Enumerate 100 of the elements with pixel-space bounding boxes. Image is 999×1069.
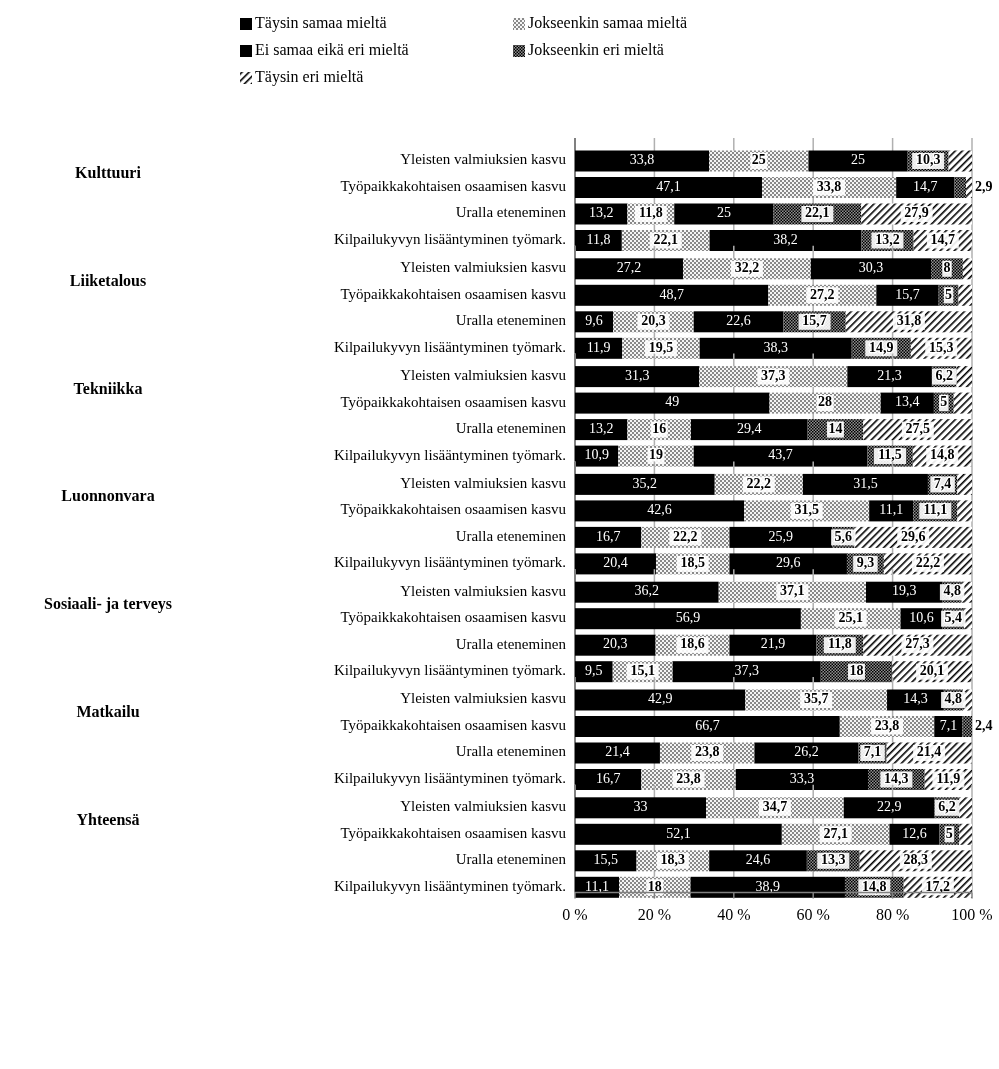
data-label: 16,7 <box>595 770 621 786</box>
data-label: 37,3 <box>734 662 759 678</box>
data-label: 35,7 <box>803 691 829 707</box>
data-label: 27,2 <box>616 260 642 276</box>
data-label: 22,2 <box>915 555 941 571</box>
data-label: 27,5 <box>905 420 931 436</box>
y-axis-title: Matkailu <box>76 702 140 720</box>
data-label: 20,3 <box>641 313 666 329</box>
data-label: 23,8 <box>694 744 720 760</box>
data-label: 18 <box>849 662 864 678</box>
data-label: 21,4 <box>605 744 630 760</box>
data-label: 4,8 <box>944 691 963 707</box>
y-tick-label: Yleisten valmiuksien kasvu <box>400 474 567 491</box>
data-label: 16 <box>652 420 667 436</box>
data-label: 18,5 <box>680 555 705 571</box>
y-axis-title: Liiketalous <box>69 271 147 289</box>
data-label: 13,2 <box>875 231 900 247</box>
x-tick-label: 60 % <box>796 905 830 923</box>
legend-label: Jokseenkin samaa mieltä <box>528 13 688 31</box>
y-tick-label: Uralla eteneminen <box>455 743 567 760</box>
data-label: 22,2 <box>746 475 772 491</box>
data-label: 15,7 <box>895 286 920 302</box>
data-label: 15,7 <box>802 313 827 329</box>
data-label: 9,3 <box>856 555 875 571</box>
data-label: 7,1 <box>939 717 958 733</box>
data-label: 15,1 <box>630 662 655 678</box>
y-tick-label: Työpaikkakohtaisen osaamisen kasvu <box>340 285 567 302</box>
data-label: 27,9 <box>904 205 929 221</box>
y-axis-title: Kulttuuri <box>75 163 142 181</box>
data-label: 14 <box>828 420 843 436</box>
data-label: 11,9 <box>936 770 961 786</box>
data-label: 2,4 <box>975 717 993 733</box>
data-label: 27,3 <box>905 636 930 652</box>
data-label: 21,3 <box>877 367 902 383</box>
data-label: 18,3 <box>660 852 686 868</box>
data-label: 14,3 <box>903 691 928 707</box>
data-label: 25 <box>851 152 866 168</box>
x-tick-label: 20 % <box>637 905 672 923</box>
data-label: 9,6 <box>585 313 603 329</box>
data-label: 13,2 <box>588 420 614 436</box>
data-label: 34,7 <box>762 799 788 815</box>
data-label: 31,5 <box>794 502 819 518</box>
data-label: 31,3 <box>624 367 650 383</box>
y-axis-title: Sosiaali- ja terveys <box>44 595 172 614</box>
data-label: 38,2 <box>773 231 798 247</box>
data-label: 14,9 <box>869 339 894 355</box>
data-label: 33,8 <box>629 152 655 168</box>
data-label: 37,3 <box>761 367 786 383</box>
y-tick-label: Yleisten valmiuksien kasvu <box>400 259 567 276</box>
data-label: 11,1 <box>585 878 610 894</box>
legend-label: Täysin samaa mieltä <box>255 13 387 32</box>
y-tick-label: Kilpailukyvyn lisääntyminen työmark. <box>333 769 566 786</box>
x-tick-label: 0 % <box>562 905 588 923</box>
y-tick-label: Kilpailukyvyn lisääntyminen työmark. <box>333 554 566 571</box>
data-label: 10,6 <box>909 609 934 625</box>
data-label: 5 <box>940 394 948 410</box>
data-label: 11,8 <box>827 636 852 652</box>
data-label: 27,2 <box>810 286 835 302</box>
legend-label: Jokseenkin eri mieltä <box>528 40 664 58</box>
data-label: 25 <box>751 152 766 168</box>
data-label: 31,8 <box>896 313 922 329</box>
data-label: 14,3 <box>884 770 909 786</box>
y-tick-label: Yleisten valmiuksien kasvu <box>400 367 567 384</box>
data-label: 13,2 <box>588 205 614 221</box>
data-label: 19 <box>648 447 663 463</box>
data-label: 42,9 <box>647 691 673 707</box>
data-label: 14,7 <box>913 178 938 194</box>
data-label: 4,8 <box>943 583 961 599</box>
data-label: 20,3 <box>603 636 628 652</box>
y-tick-label: Kilpailukyvyn lisääntyminen työmark. <box>333 338 566 355</box>
data-label: 30,3 <box>858 260 884 276</box>
data-label: 5,6 <box>834 528 853 544</box>
data-label: 10,3 <box>915 152 941 168</box>
legend-label: Täysin eri mieltä <box>255 67 364 86</box>
y-tick-label: Uralla eteneminen <box>455 420 567 437</box>
data-label: 11,8 <box>638 205 663 221</box>
data-label: 52,1 <box>666 825 691 841</box>
data-label: 19,5 <box>648 339 674 355</box>
data-label: 35,2 <box>632 475 658 491</box>
data-label: 21,9 <box>760 636 786 652</box>
data-label: 22,6 <box>726 313 751 329</box>
data-label: 11,1 <box>879 502 904 518</box>
data-label: 13,3 <box>821 852 846 868</box>
data-label: 37,1 <box>780 583 805 599</box>
y-tick-label: Yleisten valmiuksien kasvu <box>400 690 567 707</box>
x-tick-label: 80 % <box>875 905 910 923</box>
data-label: 48,7 <box>659 286 684 302</box>
data-label: 5 <box>945 286 953 302</box>
y-tick-label: Uralla eteneminen <box>455 527 567 544</box>
data-label: 7,1 <box>863 744 882 760</box>
data-label: 38,9 <box>755 878 780 894</box>
data-label: 66,7 <box>695 717 720 733</box>
y-tick-label: Työpaikkakohtaisen osaamisen kasvu <box>340 716 567 733</box>
data-label: 28 <box>818 394 833 410</box>
data-label: 20,1 <box>919 662 945 678</box>
y-tick-label: Yleisten valmiuksien kasvu <box>400 582 567 599</box>
data-label: 18 <box>647 878 662 894</box>
y-tick-label: Työpaikkakohtaisen osaamisen kasvu <box>340 393 567 410</box>
data-label: 23,8 <box>874 717 900 733</box>
legend-label: Ei samaa eikä eri mieltä <box>255 40 409 58</box>
